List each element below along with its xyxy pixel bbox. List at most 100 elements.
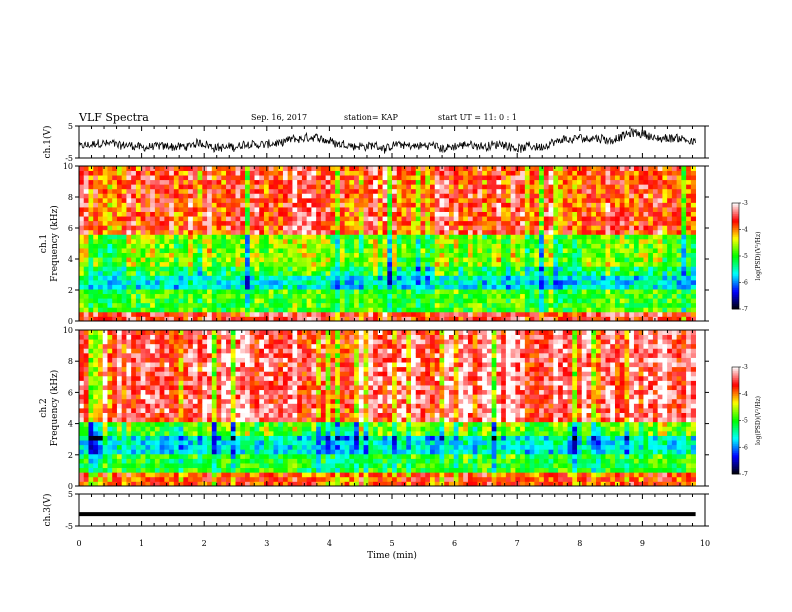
ch1-spectrogram-cell xyxy=(467,252,474,258)
ch1-spectrogram-cell xyxy=(510,216,516,222)
ch1-spectrogram-cell xyxy=(263,175,270,181)
ch1-spectrogram-cell xyxy=(662,311,668,317)
ch1-spectrogram-cell xyxy=(401,270,407,276)
ch2-spectrogram-cell xyxy=(107,366,113,372)
ch1-spectrogram-cell xyxy=(501,284,507,290)
ch1-spectrogram-cell xyxy=(577,179,583,185)
ch2-spectrogram-cell xyxy=(121,371,127,377)
ch1-spectrogram-cell xyxy=(107,188,113,194)
ch1-spectrogram-cell xyxy=(183,284,189,290)
ch2-spectrogram-cell xyxy=(112,421,118,427)
ch1-spectrogram-cell xyxy=(254,170,260,176)
ch1-spectrogram-cell xyxy=(520,175,526,181)
ch1-spectrogram-cell xyxy=(411,261,417,267)
ch1-spectrogram-cell xyxy=(93,207,99,212)
ch1-spectrogram-cell xyxy=(121,284,127,290)
ch1-spectrogram-cell xyxy=(524,261,530,267)
ch1-spectrogram-cell xyxy=(339,307,346,313)
ch1-spectrogram-cell xyxy=(586,316,592,322)
ch1-spectrogram-cell xyxy=(491,216,497,222)
ch1-spectrogram-cell xyxy=(297,238,303,244)
ch2-spectrogram-cell xyxy=(93,412,99,418)
ch1-spectrogram-cell xyxy=(145,243,151,249)
ch1-spectrogram-cell xyxy=(486,311,493,317)
ch1-spectrogram-cell xyxy=(690,193,697,199)
ch2-spectrogram-cell xyxy=(97,472,104,478)
ch2-spectrogram-cell xyxy=(83,394,89,400)
ch1-spectrogram-cell xyxy=(112,293,118,299)
ch1-spectrogram-cell xyxy=(135,225,142,231)
ch1-spectrogram-cell xyxy=(159,307,165,313)
ch1-spectrogram-cell xyxy=(681,257,687,263)
ch1-spectrogram-cell xyxy=(292,307,298,313)
ch1-spectrogram-cell xyxy=(657,248,663,254)
ch2-spectrogram-cell xyxy=(121,403,127,409)
ch1-spectrogram-cell xyxy=(596,211,602,217)
ch1-spectrogram-cell xyxy=(534,302,540,308)
ch1-spectrogram-cell xyxy=(415,311,421,317)
ch1-spectrogram-cell xyxy=(245,257,251,263)
ch1-spectrogram-cell xyxy=(392,170,398,176)
ch2-spectrogram-cell xyxy=(97,348,104,354)
ch2-spectrogram-cell xyxy=(97,389,104,395)
ch1-spectrogram-cell xyxy=(524,298,530,304)
ch1-spectrogram-cell xyxy=(173,220,179,226)
ch2-spectrogram-cell xyxy=(93,366,99,372)
ch1-spectrogram-cell xyxy=(453,188,459,194)
ch1-spectrogram-cell xyxy=(112,220,118,226)
ch1-spectrogram-cell xyxy=(354,261,360,267)
ch1-spectrogram-cell xyxy=(178,270,184,276)
ch1-spectrogram-cell xyxy=(482,175,488,181)
ch1-spectrogram-cell xyxy=(448,257,455,263)
ch1-spectrogram-cell xyxy=(259,289,265,295)
ch1-spectrogram-cell xyxy=(558,266,564,272)
ch1-spectrogram-cell xyxy=(202,266,208,272)
ch1-spectrogram-cell xyxy=(581,284,587,290)
ch1-spectrogram-cell xyxy=(600,307,606,313)
ch1-spectrogram-cell xyxy=(439,307,445,313)
ch1-spectrogram-cell xyxy=(169,252,175,258)
ch1-spectrogram-cell xyxy=(482,229,488,235)
ch2-spectrogram-cell xyxy=(107,334,113,340)
ch1-spectrogram-cell xyxy=(491,225,497,231)
ch1-spectrogram-cell xyxy=(297,266,303,272)
ch1-spectrogram-cell xyxy=(648,229,654,235)
ch1-spectrogram-cell xyxy=(562,175,568,181)
ch1-spectrogram-cell xyxy=(662,307,668,313)
ch1-spectrogram-cell xyxy=(529,261,535,267)
ch2-spectrogram-cell xyxy=(79,481,85,487)
ch1-spectrogram-cell xyxy=(444,220,450,226)
ch1-spectrogram-cell xyxy=(553,234,559,240)
ch1-spectrogram-cell xyxy=(178,248,184,254)
ch1-spectrogram-cell xyxy=(216,311,222,317)
ch1-spectrogram-cell xyxy=(610,261,616,267)
ch1-spectrogram-cell xyxy=(202,289,208,295)
ch1-spectrogram-cell xyxy=(320,307,327,313)
ch1-spectrogram-cell xyxy=(524,293,530,299)
ch1-spectrogram-cell xyxy=(316,188,322,194)
ch1-spectrogram-cell xyxy=(316,234,322,240)
ch1-spectrogram-cell xyxy=(638,316,644,322)
ch1-spectrogram-cell xyxy=(690,211,697,217)
ch1-spectrogram-cell xyxy=(240,229,246,235)
ch1-spectrogram-cell xyxy=(320,298,327,304)
ch1-spectrogram-cell xyxy=(287,166,293,171)
ch1-spectrogram-cell xyxy=(662,279,668,285)
ch1-spectrogram-cell xyxy=(420,234,426,240)
ch1-spectrogram-cell xyxy=(624,270,630,276)
ch1-spectrogram-cell xyxy=(667,298,673,304)
ch1-spectrogram-cell xyxy=(377,193,383,199)
ch1-spectrogram-cell xyxy=(643,166,649,171)
ch1-spectrogram-cell xyxy=(297,307,303,313)
ch1-spectrogram-cell xyxy=(263,289,270,295)
ch1-spectrogram-cell xyxy=(282,248,289,254)
ch1-spectrogram-cell xyxy=(112,238,118,244)
ch1-spectrogram-cell xyxy=(567,197,573,203)
ch1-spectrogram-cell xyxy=(382,234,388,240)
ch1-spectrogram-cell xyxy=(93,234,99,240)
ch1-spectrogram-cell xyxy=(83,248,89,254)
ch1-spectrogram-cell xyxy=(192,220,198,226)
ch1-spectrogram-cell xyxy=(572,270,578,276)
ch1-spectrogram-cell xyxy=(600,216,606,222)
ch1-spectrogram-cell xyxy=(411,170,417,176)
